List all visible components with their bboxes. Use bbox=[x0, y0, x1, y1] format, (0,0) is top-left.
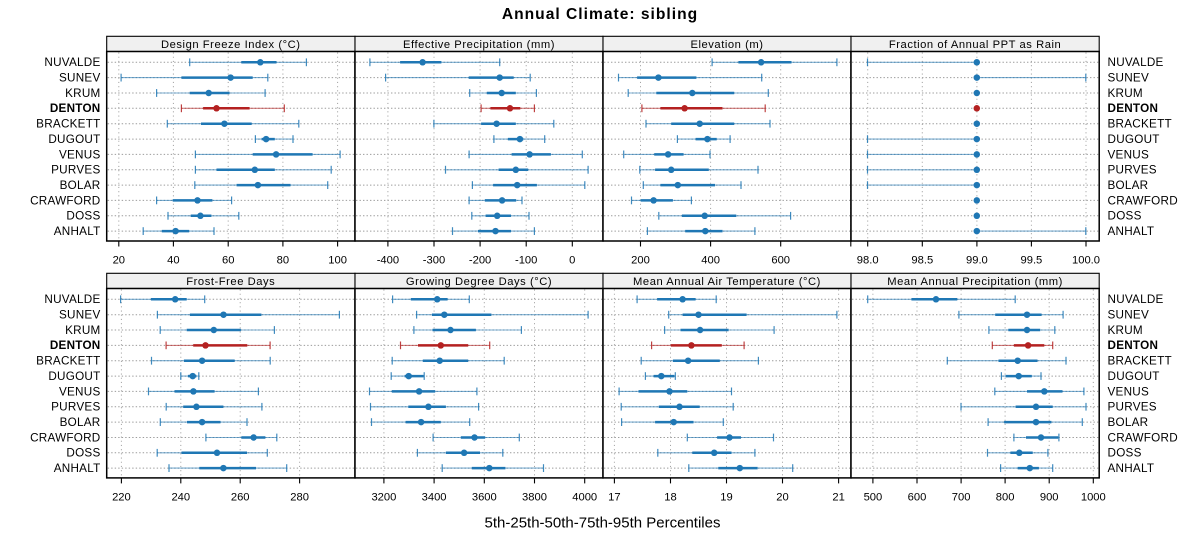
svg-text:Design Freeze Index (°C): Design Freeze Index (°C) bbox=[161, 39, 301, 51]
svg-text:DOSS: DOSS bbox=[1108, 447, 1142, 460]
svg-text:60: 60 bbox=[222, 255, 234, 267]
svg-text:3200: 3200 bbox=[371, 492, 396, 504]
svg-text:20: 20 bbox=[113, 255, 125, 267]
svg-text:ANHALT: ANHALT bbox=[54, 462, 101, 475]
svg-text:SUNEV: SUNEV bbox=[1108, 72, 1150, 85]
svg-text:19: 19 bbox=[720, 492, 732, 504]
svg-text:99.0: 99.0 bbox=[966, 255, 988, 267]
svg-text:KRUM: KRUM bbox=[65, 87, 100, 100]
svg-text:PURVES: PURVES bbox=[1108, 164, 1157, 177]
svg-text:21: 21 bbox=[832, 492, 844, 504]
svg-text:40: 40 bbox=[167, 255, 179, 267]
svg-text:98.5: 98.5 bbox=[911, 255, 933, 267]
svg-text:KRUM: KRUM bbox=[1108, 87, 1143, 100]
svg-text:3800: 3800 bbox=[522, 492, 547, 504]
svg-text:DENTON: DENTON bbox=[50, 339, 101, 352]
svg-text:600: 600 bbox=[908, 492, 927, 504]
svg-text:CRAWFORD: CRAWFORD bbox=[1108, 431, 1178, 444]
svg-text:240: 240 bbox=[171, 492, 190, 504]
svg-text:NUVALDE: NUVALDE bbox=[44, 56, 100, 69]
svg-text:800: 800 bbox=[996, 492, 1015, 504]
svg-text:NUVALDE: NUVALDE bbox=[1108, 293, 1164, 306]
svg-text:BRACKETT: BRACKETT bbox=[1108, 355, 1172, 368]
svg-text:PURVES: PURVES bbox=[51, 164, 100, 177]
svg-text:BOLAR: BOLAR bbox=[60, 179, 101, 192]
svg-text:DOSS: DOSS bbox=[66, 447, 100, 460]
svg-text:DUGOUT: DUGOUT bbox=[1108, 133, 1160, 146]
svg-text:1000: 1000 bbox=[1081, 492, 1106, 504]
svg-text:280: 280 bbox=[290, 492, 309, 504]
svg-text:Mean Annual Precipitation (mm): Mean Annual Precipitation (mm) bbox=[887, 276, 1063, 288]
svg-text:220: 220 bbox=[112, 492, 131, 504]
svg-text:SUNEV: SUNEV bbox=[59, 72, 101, 85]
svg-text:BRACKETT: BRACKETT bbox=[36, 355, 100, 368]
svg-text:0: 0 bbox=[569, 255, 575, 267]
svg-text:Elevation (m): Elevation (m) bbox=[690, 39, 763, 51]
svg-text:NUVALDE: NUVALDE bbox=[44, 293, 100, 306]
svg-text:DUGOUT: DUGOUT bbox=[48, 133, 100, 146]
svg-text:99.5: 99.5 bbox=[1021, 255, 1043, 267]
svg-text:SUNEV: SUNEV bbox=[59, 309, 101, 322]
svg-text:5th-25th-50th-75th-95th Percen: 5th-25th-50th-75th-95th Percentiles bbox=[485, 514, 721, 531]
svg-text:BOLAR: BOLAR bbox=[1108, 179, 1149, 192]
svg-text:500: 500 bbox=[864, 492, 883, 504]
svg-text:Annual Climate: sibling: Annual Climate: sibling bbox=[502, 6, 698, 23]
svg-text:3600: 3600 bbox=[472, 492, 497, 504]
svg-text:260: 260 bbox=[231, 492, 250, 504]
svg-text:Mean Annual Air Temperature (°: Mean Annual Air Temperature (°C) bbox=[633, 276, 821, 288]
svg-text:DENTON: DENTON bbox=[1108, 339, 1159, 352]
svg-text:KRUM: KRUM bbox=[65, 324, 100, 337]
svg-text:17: 17 bbox=[608, 492, 620, 504]
svg-text:98.0: 98.0 bbox=[857, 255, 879, 267]
svg-text:ANHALT: ANHALT bbox=[54, 225, 101, 238]
svg-text:Growing Degree Days (°C): Growing Degree Days (°C) bbox=[406, 276, 552, 288]
svg-text:DUGOUT: DUGOUT bbox=[48, 370, 100, 383]
svg-text:DUGOUT: DUGOUT bbox=[1108, 370, 1160, 383]
svg-text:Fraction of Annual PPT as Rain: Fraction of Annual PPT as Rain bbox=[889, 39, 1061, 51]
svg-text:PURVES: PURVES bbox=[51, 401, 100, 414]
svg-text:KRUM: KRUM bbox=[1108, 324, 1143, 337]
svg-text:-100: -100 bbox=[515, 255, 537, 267]
svg-text:ANHALT: ANHALT bbox=[1108, 462, 1155, 475]
svg-text:VENUS: VENUS bbox=[59, 385, 101, 398]
svg-text:DOSS: DOSS bbox=[66, 210, 100, 223]
svg-text:SUNEV: SUNEV bbox=[1108, 309, 1150, 322]
svg-text:CRAWFORD: CRAWFORD bbox=[1108, 194, 1178, 207]
svg-text:PURVES: PURVES bbox=[1108, 401, 1157, 414]
svg-text:200: 200 bbox=[631, 255, 650, 267]
svg-text:18: 18 bbox=[664, 492, 676, 504]
svg-text:600: 600 bbox=[771, 255, 790, 267]
svg-text:VENUS: VENUS bbox=[1108, 385, 1150, 398]
svg-text:BRACKETT: BRACKETT bbox=[36, 118, 100, 131]
svg-text:80: 80 bbox=[277, 255, 289, 267]
svg-text:CRAWFORD: CRAWFORD bbox=[30, 431, 100, 444]
svg-text:BOLAR: BOLAR bbox=[60, 416, 101, 429]
svg-text:3400: 3400 bbox=[422, 492, 447, 504]
svg-text:700: 700 bbox=[952, 492, 971, 504]
svg-text:Frost-Free Days: Frost-Free Days bbox=[186, 276, 275, 288]
svg-text:DENTON: DENTON bbox=[50, 102, 101, 115]
svg-text:DENTON: DENTON bbox=[1108, 102, 1159, 115]
svg-text:100.0: 100.0 bbox=[1072, 255, 1100, 267]
svg-text:100: 100 bbox=[328, 255, 347, 267]
svg-text:ANHALT: ANHALT bbox=[1108, 225, 1155, 238]
svg-text:CRAWFORD: CRAWFORD bbox=[30, 194, 100, 207]
svg-text:VENUS: VENUS bbox=[59, 148, 101, 161]
svg-text:20: 20 bbox=[776, 492, 788, 504]
svg-text:900: 900 bbox=[1040, 492, 1059, 504]
svg-text:-400: -400 bbox=[377, 255, 399, 267]
svg-text:BRACKETT: BRACKETT bbox=[1108, 118, 1172, 131]
svg-text:DOSS: DOSS bbox=[1108, 210, 1142, 223]
svg-text:400: 400 bbox=[701, 255, 720, 267]
svg-text:4000: 4000 bbox=[572, 492, 597, 504]
svg-text:BOLAR: BOLAR bbox=[1108, 416, 1149, 429]
svg-text:Effective Precipitation (mm): Effective Precipitation (mm) bbox=[403, 39, 555, 51]
svg-text:NUVALDE: NUVALDE bbox=[1108, 56, 1164, 69]
svg-text:VENUS: VENUS bbox=[1108, 148, 1150, 161]
svg-text:-200: -200 bbox=[469, 255, 491, 267]
svg-text:-300: -300 bbox=[423, 255, 445, 267]
